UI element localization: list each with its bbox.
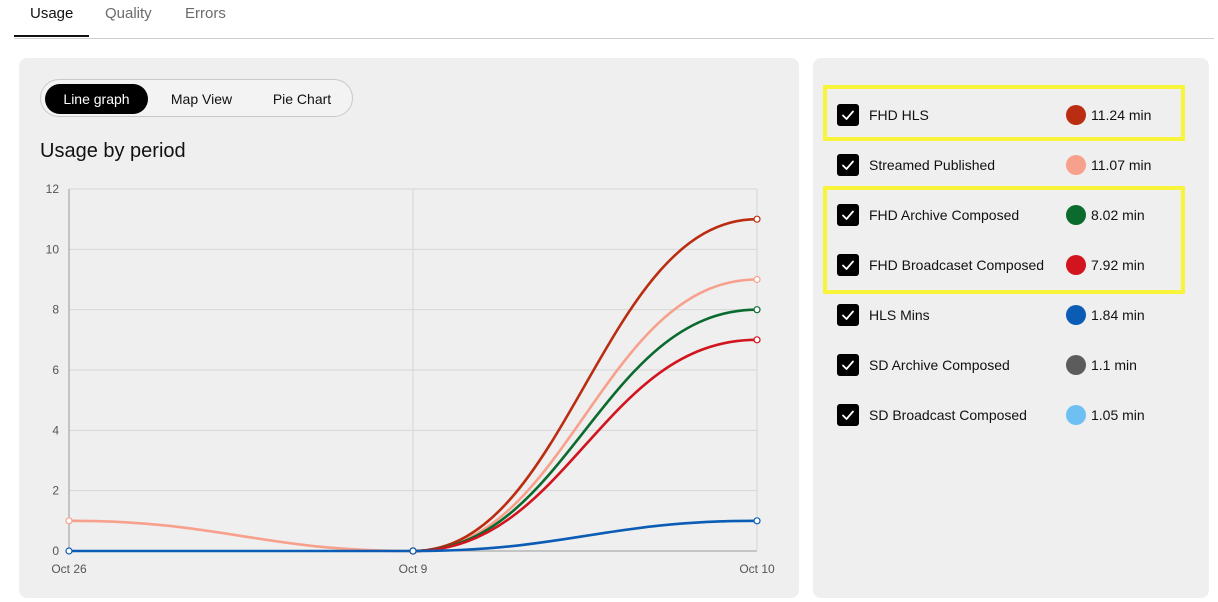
top-tab-bar: Usage Quality Errors — [14, 0, 1214, 39]
checkmark-icon — [842, 210, 854, 220]
checkmark-icon — [842, 110, 854, 120]
legend-value: 1.84 min — [1091, 307, 1145, 323]
legend-color-dot — [1066, 255, 1086, 275]
checkbox-hls-mins[interactable] — [837, 304, 859, 326]
legend-value: 1.1 min — [1091, 357, 1137, 373]
data-point-hls-mins[interactable] — [409, 547, 417, 555]
checkmark-icon — [842, 260, 854, 270]
checkbox-sd-archive-composed[interactable] — [837, 354, 859, 376]
legend-row-fhd-hls: FHD HLS 11.24 min — [837, 101, 1167, 131]
legend-row-fhd-broadcaset-composed: FHD Broadcaset Composed 7.92 min — [837, 251, 1167, 281]
checkbox-fhd-hls[interactable] — [837, 104, 859, 126]
legend-color-dot — [1066, 405, 1086, 425]
data-point-fhd-hls[interactable] — [753, 215, 761, 223]
legend-color-dot — [1066, 205, 1086, 225]
checkbox-fhd-archive-composed[interactable] — [837, 204, 859, 226]
legend-label: SD Archive Composed — [869, 357, 1010, 373]
x-tick-label: Oct 10 — [739, 562, 775, 576]
checkmark-icon — [842, 360, 854, 370]
legend-value: 11.07 min — [1091, 157, 1152, 173]
y-tick-label: 6 — [52, 363, 59, 377]
y-tick-label: 10 — [46, 242, 60, 256]
legend-label: FHD Archive Composed — [869, 207, 1020, 223]
legend-row-sd-broadcast-composed: SD Broadcast Composed 1.05 min — [837, 401, 1167, 431]
data-point-hls-mins[interactable] — [65, 547, 73, 555]
active-tab-indicator — [14, 35, 89, 37]
y-tick-label: 12 — [46, 182, 60, 196]
x-tick-label: Oct 26 — [51, 562, 87, 576]
chart-title: Usage by period — [40, 140, 186, 162]
checkbox-fhd-broadcaset-composed[interactable] — [837, 254, 859, 276]
y-tick-label: 2 — [52, 484, 59, 498]
y-tick-label: 0 — [52, 544, 59, 558]
chart-panel: Line graph Map View Pie Chart Usage by p… — [19, 58, 799, 598]
legend-value: 1.05 min — [1091, 407, 1145, 423]
series-line-fhd-hls — [411, 217, 759, 553]
data-point-hls-mins[interactable] — [753, 517, 761, 525]
data-point-fhd-broadcaset-composed[interactable] — [753, 336, 761, 344]
checkmark-icon — [842, 160, 854, 170]
view-switch: Line graph Map View Pie Chart — [40, 79, 353, 117]
y-tick-label: 4 — [52, 423, 59, 437]
legend-label: Streamed Published — [869, 157, 996, 173]
checkbox-streamed-published[interactable] — [837, 154, 859, 176]
legend-label: SD Broadcast Composed — [869, 407, 1027, 423]
pie-chart-button[interactable]: Pie Chart — [272, 91, 332, 107]
legend-value: 8.02 min — [1091, 207, 1145, 223]
legend-color-dot — [1066, 155, 1086, 175]
series-line-fhd-broadcaset-composed — [411, 338, 759, 553]
legend-row-fhd-archive-composed: FHD Archive Composed 8.02 min — [837, 201, 1167, 231]
data-point-streamed-published[interactable] — [65, 517, 73, 525]
legend-row-sd-archive-composed: SD Archive Composed 1.1 min — [837, 351, 1167, 381]
legend-row-hls-mins: HLS Mins 1.84 min — [837, 301, 1167, 331]
data-point-streamed-published[interactable] — [753, 275, 761, 284]
checkmark-icon — [842, 410, 854, 420]
legend-panel: FHD HLS 11.24 min Streamed Published 11.07 … — [813, 58, 1209, 598]
series-line-fhd-archive-composed — [411, 308, 759, 553]
legend-label: HLS Mins — [869, 307, 930, 323]
tab-errors[interactable]: Errors — [185, 5, 226, 22]
line-graph-button[interactable]: Line graph — [45, 84, 148, 114]
data-point-fhd-archive-composed[interactable] — [753, 306, 761, 314]
tab-usage[interactable]: Usage — [30, 5, 74, 22]
y-tick-label: 8 — [52, 303, 59, 317]
legend-label: FHD HLS — [869, 107, 929, 123]
legend-value: 11.24 min — [1091, 107, 1152, 123]
legend-label: FHD Broadcaset Composed — [869, 257, 1045, 273]
checkbox-sd-broadcast-composed[interactable] — [837, 404, 859, 426]
legend-color-dot — [1066, 355, 1086, 375]
checkmark-icon — [842, 310, 854, 320]
tab-quality[interactable]: Quality — [105, 5, 152, 22]
x-tick-label: Oct 9 — [399, 562, 428, 576]
usage-line-chart: 0 2 4 6 8 10 12 Oct 26 Oct 9 Oct 10 — [46, 182, 775, 576]
legend-color-dot — [1066, 305, 1086, 325]
legend-row-streamed-published: Streamed Published 11.07 min — [837, 151, 1167, 181]
legend-color-dot — [1066, 105, 1086, 125]
map-view-button[interactable]: Map View — [170, 91, 233, 107]
legend-value: 7.92 min — [1091, 257, 1145, 273]
